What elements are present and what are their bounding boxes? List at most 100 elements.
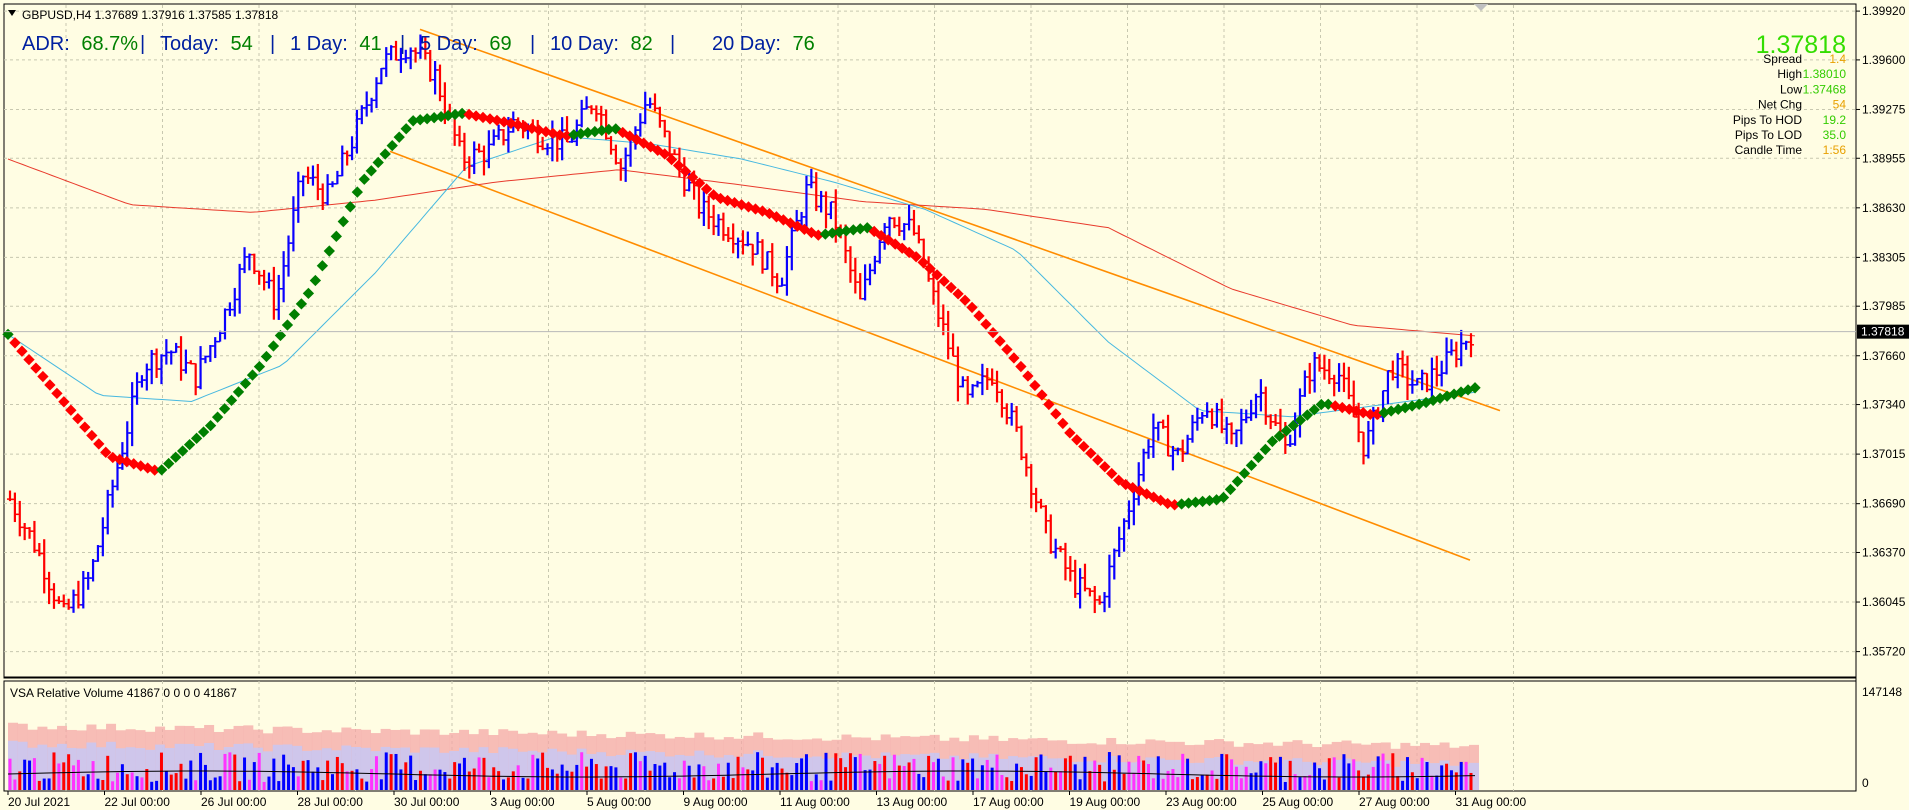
volume-band-inner [351, 746, 362, 790]
signal-dot [1224, 483, 1237, 496]
y-tick-label: 1.37660 [1862, 349, 1906, 363]
y-tick-label: 1.37340 [1862, 398, 1906, 412]
channel-lower-line [389, 150, 1471, 561]
signal-dot [9, 337, 21, 349]
volume-band-inner [674, 754, 685, 790]
volume-band-inner [1390, 766, 1401, 790]
signal-dot [177, 445, 189, 457]
signal-dot [281, 319, 294, 331]
day20-value: 76 [793, 33, 815, 55]
volume-band-inner [1047, 758, 1058, 790]
y-tick-label: 1.36370 [1862, 545, 1906, 559]
y-tick-label: 1.39600 [1862, 53, 1906, 67]
volume-band-inner [939, 758, 950, 790]
signal-dot [1001, 343, 1013, 356]
y-tick-label: 1.38305 [1862, 250, 1906, 264]
chart-menu-triangle-icon[interactable] [8, 10, 16, 16]
volume-band-inner [1233, 764, 1244, 790]
day10-value: 82 [631, 33, 653, 55]
volume-band-inner [66, 747, 77, 790]
signal-dot [980, 318, 992, 330]
info-value: 35.0 [1823, 128, 1847, 142]
volume-band-inner [517, 751, 528, 790]
signal-dot [1064, 427, 1076, 439]
volume-band-inner [429, 747, 440, 790]
y-tick-label: 1.39275 [1862, 102, 1906, 116]
signal-dot [1259, 443, 1272, 456]
indicator-max-label: 147148 [1862, 685, 1902, 699]
signal-dot [840, 225, 852, 237]
volume-band-inner [8, 740, 18, 790]
volume-band-inner [204, 742, 215, 790]
signal-dot [365, 165, 377, 177]
volume-band-inner [76, 748, 87, 790]
x-tick-label: 9 Aug 00:00 [684, 795, 748, 809]
info-label: Spread [1763, 52, 1802, 66]
signal-dot [86, 429, 98, 442]
signal-dot [1029, 379, 1041, 392]
slow-moving-average [7, 158, 1476, 337]
signal-dot [79, 421, 91, 433]
adr-separator-5: | [670, 33, 675, 55]
signal-dot [1231, 475, 1244, 488]
volume-band-inner [1351, 761, 1362, 790]
volume-band-inner [596, 752, 607, 790]
signal-dot [149, 464, 161, 476]
volume-band-inner [86, 742, 97, 790]
chart-border [3, 3, 1857, 679]
signal-dot [575, 128, 587, 140]
signal-dot [1078, 440, 1090, 453]
info-label: Candle Time [1735, 143, 1803, 157]
volume-band-inner [47, 747, 58, 790]
signal-dot [938, 275, 950, 287]
volume-band-inner [919, 753, 930, 790]
signal-dot [1266, 435, 1279, 448]
signal-dot [267, 340, 280, 352]
signal-dot [197, 426, 210, 438]
scroll-shift-marker-icon[interactable] [1474, 4, 1488, 11]
volume-band-inner [508, 748, 519, 790]
signal-dot [65, 404, 77, 416]
volume-band-inner [145, 749, 156, 790]
x-tick-label: 27 Aug 00:00 [1359, 795, 1430, 809]
signal-dot [1245, 459, 1258, 472]
adr-separator-1: | [140, 33, 145, 55]
volume-band-inner [1263, 760, 1274, 790]
x-tick-label: 30 Jul 00:00 [394, 795, 460, 809]
signal-dot [1294, 414, 1307, 426]
x-tick-label: 17 Aug 00:00 [973, 795, 1044, 809]
adr-value: 68.7% [81, 33, 138, 55]
volume-band-inner [1165, 759, 1176, 790]
current-price-label: 1.37818 [1861, 325, 1905, 339]
adr-separator-2: | [270, 33, 275, 55]
y-tick-label: 1.39920 [1862, 4, 1906, 18]
volume-band-inner [615, 754, 626, 790]
signal-dot [910, 251, 922, 263]
symbol-header: GBPUSD,H4 1.37689 1.37916 1.37585 1.3781… [22, 8, 279, 22]
signal-dot [232, 386, 245, 398]
volume-band-inner [1116, 762, 1127, 790]
volume-band-inner [1066, 761, 1077, 790]
info-price: 1.37818 [1756, 31, 1846, 59]
volume-band-inner [1459, 764, 1470, 790]
signal-dot [93, 438, 105, 450]
x-tick-label: 25 Aug 00:00 [1263, 795, 1334, 809]
volume-band-inner [17, 741, 28, 790]
volume-band-inner [1380, 760, 1391, 790]
info-value: 1.4 [1829, 52, 1846, 66]
day20-readout: 20 Day: 76 [712, 33, 815, 55]
signal-dot [1238, 467, 1251, 480]
volume-histogram [7, 722, 1479, 790]
x-tick-label: 11 Aug 00:00 [780, 795, 850, 809]
signal-dot [163, 457, 175, 470]
volume-band-inner [664, 756, 675, 790]
signal-dot [351, 186, 363, 198]
volume-band-inner [1331, 759, 1342, 790]
signal-dot [700, 183, 713, 195]
signal-dot [23, 353, 35, 366]
volume-band-inner [1027, 756, 1038, 790]
signal-dot [1085, 447, 1097, 459]
